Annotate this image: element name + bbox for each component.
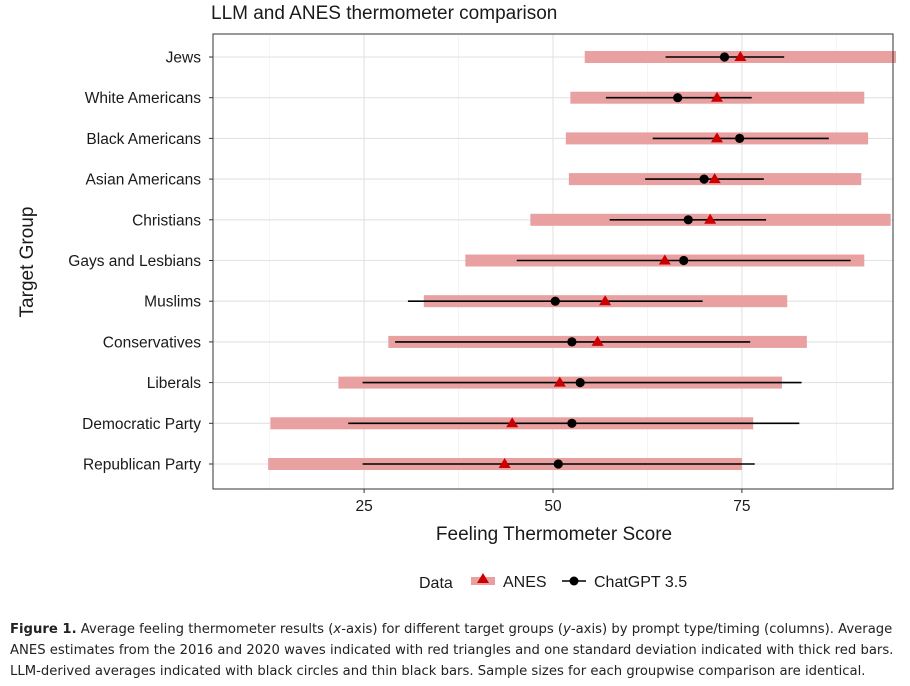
chatgpt-circle (567, 418, 577, 428)
y-tick-labels: Jews White Americans Black Americans Asian … (68, 50, 213, 474)
caption-text-1: Average feeling thermometer results ( (76, 622, 334, 637)
anes-triangle (553, 376, 566, 387)
anes-triangle (708, 173, 721, 184)
anes-triangle (498, 458, 511, 468)
y-tick-label: Gays and Lesbians (68, 253, 201, 270)
chart: LLM and ANES thermometer comparison Jews… (17, 3, 897, 592)
caption-y-em: y (563, 622, 571, 637)
y-axis-label: Target Group (17, 207, 38, 318)
y-tick-label: Conservatives (103, 334, 201, 351)
caption-label: Figure 1. (10, 622, 77, 637)
anes-triangle (710, 132, 723, 143)
figure-caption: Figure 1. Average feeling thermometer re… (10, 619, 906, 682)
x-axis-label: Feeling Thermometer Score (436, 524, 672, 545)
caption-text-3: -axis) by prompt type/timing (columns). … (10, 622, 894, 679)
y-tick-label: Christians (132, 212, 201, 229)
chatgpt-circle (575, 378, 585, 388)
chatgpt-circle (699, 174, 709, 184)
y-tick-label: Liberals (147, 375, 202, 392)
chatgpt-circle (550, 296, 560, 306)
legend-chatgpt-circle-icon (569, 576, 579, 586)
x-tick-label: 75 (733, 498, 750, 515)
anes-triangle (506, 417, 519, 428)
chatgpt-circle (683, 215, 693, 225)
chatgpt-circle (673, 93, 683, 103)
chart-title: LLM and ANES thermometer comparison (211, 3, 557, 24)
x-tick-label: 25 (355, 498, 372, 515)
chatgpt-circle (719, 52, 730, 62)
anes-triangle (734, 51, 747, 61)
anes-triangle (704, 213, 717, 224)
x-tick-labels: 25 50 75 (355, 489, 751, 515)
anes-triangle (658, 254, 671, 265)
caption-x-em: x (333, 622, 342, 637)
y-tick-label: Asian Americans (86, 172, 202, 189)
chatgpt-circle (567, 337, 577, 347)
data-markers (498, 51, 747, 469)
x-tick-label: 50 (544, 498, 562, 515)
chatgpt-circle (679, 255, 689, 266)
chatgpt-circle (735, 133, 745, 143)
legend-anes-label: ANES (503, 574, 547, 591)
legend-chatgpt-label: ChatGPT 3.5 (594, 574, 687, 591)
y-tick-label: Muslims (144, 294, 201, 311)
anes-triangle (599, 295, 612, 306)
caption-text-2: -axis) for different target groups ( (341, 622, 564, 637)
y-tick-label: Democratic Party (82, 416, 201, 433)
legend-title: Data (419, 575, 453, 592)
y-tick-label: Black Americans (86, 131, 201, 148)
anes-triangle (710, 91, 723, 102)
y-tick-label: White Americans (85, 90, 202, 107)
legend: Data ANES ChatGPT 3.5 (419, 573, 687, 592)
legend-anes-triangle-icon (477, 573, 489, 583)
y-tick-label: Republican Party (83, 457, 201, 474)
chatgpt-circle (553, 459, 563, 469)
y-tick-label: Jews (166, 50, 202, 67)
anes-triangle (591, 335, 604, 346)
